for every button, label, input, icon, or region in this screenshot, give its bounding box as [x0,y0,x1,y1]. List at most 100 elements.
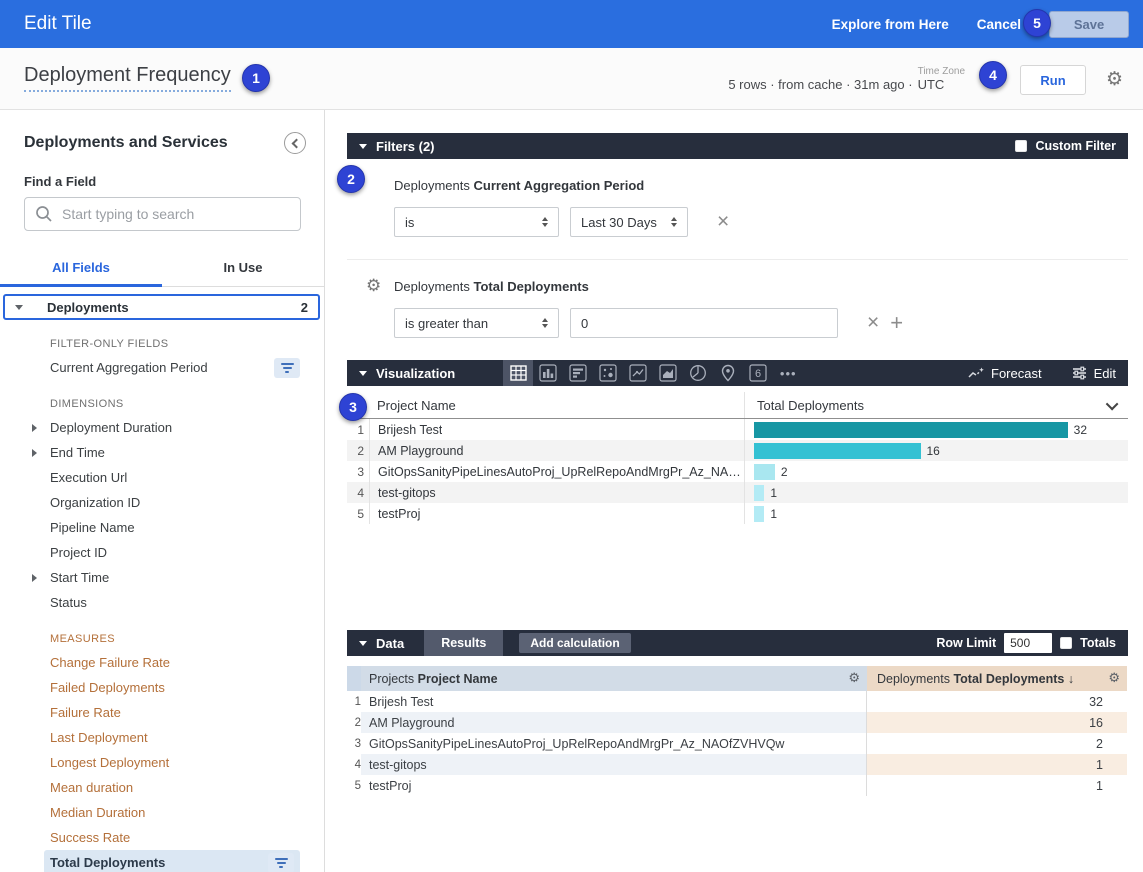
line-chart-icon[interactable] [623,360,653,386]
field-current-aggregation-period[interactable]: Current Aggregation Period [0,355,324,380]
field-last-deployment[interactable]: Last Deployment [0,725,324,750]
results-row[interactable]: 2 AM Playground 16 [347,712,1128,733]
gear-icon[interactable]: ⚙ [848,671,860,686]
scatter-chart-icon[interactable] [593,360,623,386]
cell-project-name[interactable]: testProj [361,775,867,796]
single-value-icon[interactable]: 6 [743,360,773,386]
viz-col-total-deployments[interactable]: Total Deployments [744,392,1128,418]
area-chart-icon[interactable] [653,360,683,386]
cell-project-name[interactable]: AM Playground [361,712,867,733]
filter-icon[interactable] [268,852,294,872]
viz-col-project-name[interactable]: Project Name [377,397,456,413]
add-filter-icon[interactable]: + [890,310,904,335]
viz-table-row[interactable]: 4 test-gitops 1 [347,482,1128,503]
bar-value-label: 16 [926,443,940,458]
bar-chart-icon[interactable] [563,360,593,386]
search-input[interactable] [62,206,262,222]
cell-project-name[interactable]: Brijesh Test [361,691,867,712]
viz-table-row[interactable]: 2 AM Playground 16 [347,440,1128,461]
pie-chart-icon[interactable] [683,360,713,386]
field-failed-deployments[interactable]: Failed Deployments [0,675,324,700]
tab-in-use[interactable]: In Use [223,260,263,275]
cell-project-name[interactable]: test-gitops [361,754,867,775]
results-row[interactable]: 1 Brijesh Test 32 [347,691,1128,712]
header-project-name[interactable]: Projects Project Name ⚙ [361,666,867,691]
tab-all-fields[interactable]: All Fields [0,251,162,287]
field-longest-deployment[interactable]: Longest Deployment [0,750,324,775]
field-change-failure-rate[interactable]: Change Failure Rate [0,650,324,675]
results-tab[interactable]: Results [424,630,504,656]
visualization-section-bar[interactable]: Visualization [347,360,1128,386]
filter-operator-select[interactable]: is [394,207,559,237]
field-total-deployments[interactable]: Total Deployments [44,850,300,872]
gear-icon[interactable]: ⚙ [1108,671,1120,686]
more-viz-types-icon[interactable]: ••• [779,365,797,381]
viz-table-row[interactable]: 3 GitOpsSanityPipeLinesAutoProj_UpRelRep… [347,461,1128,482]
remove-filter-icon[interactable]: × [867,311,880,334]
field-label: Failed Deployments [50,680,165,695]
collapse-sidebar-icon[interactable] [284,132,306,154]
field-execution-url[interactable]: Execution Url [0,465,324,490]
cell-project-name: AM Playground [378,443,464,458]
explore-from-here-link[interactable]: Explore from Here [831,16,949,32]
cell-total-deployments[interactable]: 16 [867,712,1127,733]
filters-section-bar[interactable]: Filters (2) Custom Filter [347,133,1128,159]
page-title[interactable]: Deployment Frequency [24,64,231,92]
cell-total-deployments[interactable]: 1 [1096,778,1103,793]
data-section-bar[interactable]: Data Results Add calculation Row Limit T… [347,630,1128,656]
map-chart-icon[interactable] [713,360,743,386]
edit-viz-button[interactable]: Edit [1072,366,1116,381]
field-deployment-duration[interactable]: Deployment Duration [0,415,324,440]
sort-desc-icon[interactable]: ↓ [1067,671,1075,686]
filter-value-input[interactable] [570,308,838,338]
filter-icon[interactable] [274,357,300,378]
field-project-id[interactable]: Project ID [0,540,324,565]
field-search-box[interactable] [24,197,301,231]
header-total-deployments[interactable]: Deployments Total Deployments ↓ ⚙ [867,666,1127,691]
value-bar [754,484,765,501]
filter-operator-select[interactable]: is greater than [394,308,559,338]
custom-filter-checkbox[interactable] [1015,140,1028,152]
field-median-duration[interactable]: Median Duration [0,800,324,825]
column-menu-chevron-icon[interactable] [1105,397,1119,410]
cancel-link[interactable]: Cancel [976,16,1021,32]
field-failure-rate[interactable]: Failure Rate [0,700,324,725]
cell-total-deployments[interactable]: 1 [867,754,1127,775]
row-limit-input[interactable] [1004,633,1053,653]
cell-project-name: GitOpsSanityPipeLinesAutoProj_UpRelRepoA… [378,464,744,479]
field-mean-duration[interactable]: Mean duration [0,775,324,800]
results-row[interactable]: 4 test-gitops 1 [347,754,1128,775]
field-organization-id[interactable]: Organization ID [0,490,324,515]
save-button[interactable]: Save [1049,10,1129,38]
query-meta-text: 5 rows · from cache · 31m ago · [728,77,913,92]
field-pipeline-name[interactable]: Pipeline Name [0,515,324,540]
timezone-block[interactable]: Time Zone UTC [918,66,965,92]
field-start-time[interactable]: Start Time [0,565,324,590]
cell-total-deployments[interactable]: 32 [1089,694,1103,709]
deployments-group-row[interactable]: Deployments 2 [3,294,320,320]
gear-icon[interactable]: ⚙ [366,276,382,296]
field-status[interactable]: Status [0,590,324,615]
expand-arrow-icon[interactable] [32,573,37,582]
expand-arrow-icon[interactable] [32,423,37,432]
field-end-time[interactable]: End Time [0,440,324,465]
forecast-button[interactable]: Forecast [968,366,1042,381]
filter-value-select[interactable]: Last 30 Days [570,207,688,237]
totals-checkbox[interactable] [1060,637,1073,649]
field-label: Last Deployment [50,730,148,745]
column-chart-icon[interactable] [533,360,563,386]
field-success-rate[interactable]: Success Rate [0,825,324,850]
viz-table-row[interactable]: 5 testProj 1 [347,503,1128,524]
expand-arrow-icon[interactable] [32,448,37,457]
results-row[interactable]: 3 GitOpsSanityPipeLinesAutoProj_UpRelRep… [347,733,1128,754]
remove-filter-icon[interactable]: × [717,210,730,233]
gear-icon[interactable]: ⚙ [1105,68,1123,90]
run-button[interactable]: Run [1020,65,1086,95]
cell-project-name[interactable]: GitOpsSanityPipeLinesAutoProj_UpRelRepoA… [361,733,867,754]
viz-table-row[interactable]: 1 Brijesh Test 32 [347,419,1128,440]
table-viz-icon[interactable] [503,360,534,386]
forecast-icon [968,367,984,378]
results-row[interactable]: 5 testProj 1 [347,775,1128,796]
cell-total-deployments[interactable]: 2 [1096,736,1103,751]
add-calculation-button[interactable]: Add calculation [519,633,631,653]
